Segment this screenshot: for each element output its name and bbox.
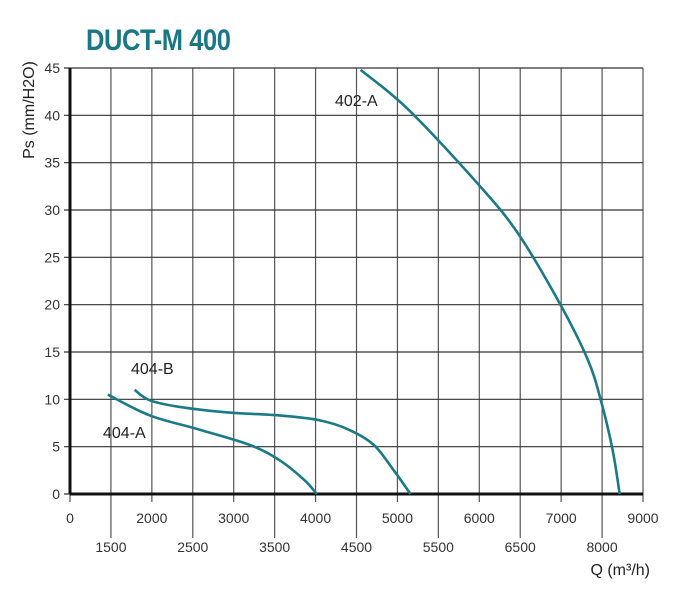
x-tick-label: 2000 <box>136 510 167 526</box>
y-tick-label: 10 <box>44 391 60 407</box>
series-label-404-a: 404-A <box>103 425 146 442</box>
x-tick-label: 3500 <box>259 539 290 555</box>
y-tick-label: 0 <box>52 486 60 502</box>
x-tick-label: 7000 <box>546 510 577 526</box>
series-line-402-a <box>359 68 621 495</box>
series-label-402-a: 402-A <box>335 93 378 110</box>
x-tick-label: 3000 <box>218 510 249 526</box>
x-tick-label: 9000 <box>627 510 658 526</box>
y-tick-label: 5 <box>52 439 60 455</box>
y-tick-label: 20 <box>44 297 60 313</box>
series-line-404-b <box>133 388 412 495</box>
x-tick-label: 4000 <box>300 510 331 526</box>
y-tick-label: 30 <box>44 202 60 218</box>
x-axis-label: Q (m³/h) <box>590 562 650 579</box>
chart-title: DUCT-M 400 <box>86 24 231 57</box>
y-axis-label: Ps (mm/H2O) <box>21 61 38 159</box>
series-label-404-b: 404-B <box>131 361 174 378</box>
x-tick-label: 0 <box>66 510 74 526</box>
y-tick-label: 35 <box>44 155 60 171</box>
x-tick-label: 1500 <box>95 539 126 555</box>
x-tick-label: 5000 <box>382 510 413 526</box>
x-tick-label: 4500 <box>341 539 372 555</box>
series-line-404-a <box>107 393 318 495</box>
x-tick-label: 5500 <box>423 539 454 555</box>
y-tick-label: 15 <box>44 344 60 360</box>
y-tick-label: 25 <box>44 249 60 265</box>
x-tick-label: 8000 <box>586 539 617 555</box>
x-tick-label: 6500 <box>505 539 536 555</box>
x-tick-label: 6000 <box>464 510 495 526</box>
x-tick-label: 2500 <box>177 539 208 555</box>
y-tick-label: 45 <box>44 60 60 76</box>
y-tick-label: 40 <box>44 107 60 123</box>
